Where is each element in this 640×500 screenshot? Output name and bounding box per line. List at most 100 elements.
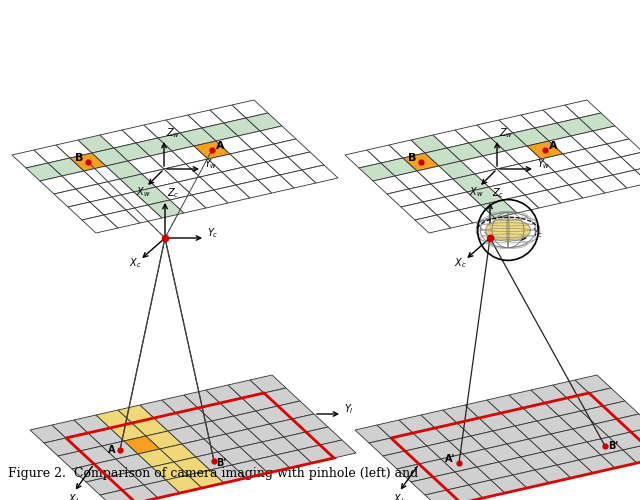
Polygon shape bbox=[196, 452, 232, 470]
Polygon shape bbox=[108, 472, 144, 490]
Text: $X_I$: $X_I$ bbox=[393, 492, 404, 500]
Polygon shape bbox=[236, 180, 272, 198]
Polygon shape bbox=[284, 432, 320, 450]
Polygon shape bbox=[240, 442, 276, 460]
Polygon shape bbox=[487, 395, 523, 413]
Polygon shape bbox=[609, 432, 640, 450]
Polygon shape bbox=[531, 385, 567, 403]
Polygon shape bbox=[144, 120, 180, 138]
Polygon shape bbox=[118, 405, 154, 423]
Polygon shape bbox=[266, 157, 302, 175]
Polygon shape bbox=[433, 472, 469, 490]
Polygon shape bbox=[459, 205, 495, 223]
Text: B': B' bbox=[216, 458, 227, 468]
Polygon shape bbox=[102, 441, 138, 459]
Polygon shape bbox=[234, 411, 270, 429]
Polygon shape bbox=[501, 408, 537, 426]
Polygon shape bbox=[621, 152, 640, 170]
Polygon shape bbox=[511, 177, 547, 195]
Polygon shape bbox=[399, 415, 435, 433]
Polygon shape bbox=[525, 190, 561, 208]
Polygon shape bbox=[170, 195, 206, 213]
Polygon shape bbox=[130, 467, 166, 485]
Polygon shape bbox=[483, 151, 519, 169]
Polygon shape bbox=[421, 410, 457, 428]
Text: $Y_c$: $Y_c$ bbox=[207, 226, 219, 240]
Polygon shape bbox=[491, 133, 527, 151]
Polygon shape bbox=[521, 452, 557, 470]
Polygon shape bbox=[100, 490, 136, 500]
Polygon shape bbox=[579, 113, 615, 131]
Polygon shape bbox=[200, 172, 236, 190]
Polygon shape bbox=[288, 152, 324, 170]
Polygon shape bbox=[58, 451, 94, 469]
Polygon shape bbox=[144, 480, 180, 498]
Polygon shape bbox=[252, 144, 288, 162]
Polygon shape bbox=[543, 105, 579, 123]
Polygon shape bbox=[419, 459, 455, 477]
Polygon shape bbox=[383, 451, 419, 469]
Polygon shape bbox=[210, 105, 246, 123]
Polygon shape bbox=[447, 143, 483, 161]
Text: A: A bbox=[216, 141, 225, 151]
Polygon shape bbox=[509, 390, 545, 408]
Polygon shape bbox=[96, 410, 132, 428]
Polygon shape bbox=[581, 406, 617, 424]
Polygon shape bbox=[246, 113, 282, 131]
Polygon shape bbox=[280, 170, 316, 188]
Polygon shape bbox=[162, 395, 198, 413]
Polygon shape bbox=[453, 174, 489, 192]
Polygon shape bbox=[116, 454, 152, 472]
Polygon shape bbox=[82, 215, 118, 233]
Polygon shape bbox=[599, 157, 635, 175]
Polygon shape bbox=[475, 169, 511, 187]
Text: $Y_c$: $Y_c$ bbox=[532, 226, 543, 240]
Polygon shape bbox=[254, 455, 290, 473]
Polygon shape bbox=[138, 449, 174, 467]
Polygon shape bbox=[557, 460, 593, 478]
Polygon shape bbox=[573, 424, 609, 442]
Text: B: B bbox=[408, 153, 417, 163]
Polygon shape bbox=[34, 145, 70, 163]
Polygon shape bbox=[194, 141, 230, 159]
Polygon shape bbox=[617, 414, 640, 432]
Text: A: A bbox=[108, 445, 115, 455]
Polygon shape bbox=[214, 185, 250, 203]
Polygon shape bbox=[192, 190, 228, 208]
Polygon shape bbox=[367, 145, 403, 163]
Polygon shape bbox=[437, 210, 473, 228]
Polygon shape bbox=[455, 125, 491, 143]
Polygon shape bbox=[74, 415, 110, 433]
Polygon shape bbox=[603, 401, 639, 419]
Polygon shape bbox=[260, 126, 296, 144]
Polygon shape bbox=[166, 475, 202, 493]
Polygon shape bbox=[94, 459, 130, 477]
Polygon shape bbox=[136, 138, 172, 156]
Polygon shape bbox=[12, 150, 48, 168]
Polygon shape bbox=[391, 433, 427, 451]
Polygon shape bbox=[298, 445, 334, 463]
Polygon shape bbox=[40, 176, 76, 194]
Polygon shape bbox=[238, 131, 274, 149]
Polygon shape bbox=[26, 163, 62, 181]
Polygon shape bbox=[208, 154, 244, 172]
Polygon shape bbox=[491, 475, 527, 493]
Polygon shape bbox=[401, 202, 437, 220]
Polygon shape bbox=[92, 148, 128, 166]
Polygon shape bbox=[523, 403, 559, 421]
Polygon shape bbox=[110, 423, 146, 441]
Polygon shape bbox=[274, 139, 310, 157]
Polygon shape bbox=[505, 146, 541, 164]
Polygon shape bbox=[150, 151, 186, 169]
Polygon shape bbox=[545, 398, 581, 416]
Polygon shape bbox=[477, 462, 513, 480]
Polygon shape bbox=[541, 154, 577, 172]
Polygon shape bbox=[411, 135, 447, 153]
Polygon shape bbox=[613, 170, 640, 188]
Text: $Z_w$: $Z_w$ bbox=[166, 126, 180, 140]
Polygon shape bbox=[120, 174, 156, 192]
Polygon shape bbox=[433, 130, 469, 148]
Polygon shape bbox=[587, 437, 623, 455]
Polygon shape bbox=[70, 153, 106, 171]
Polygon shape bbox=[395, 171, 431, 189]
